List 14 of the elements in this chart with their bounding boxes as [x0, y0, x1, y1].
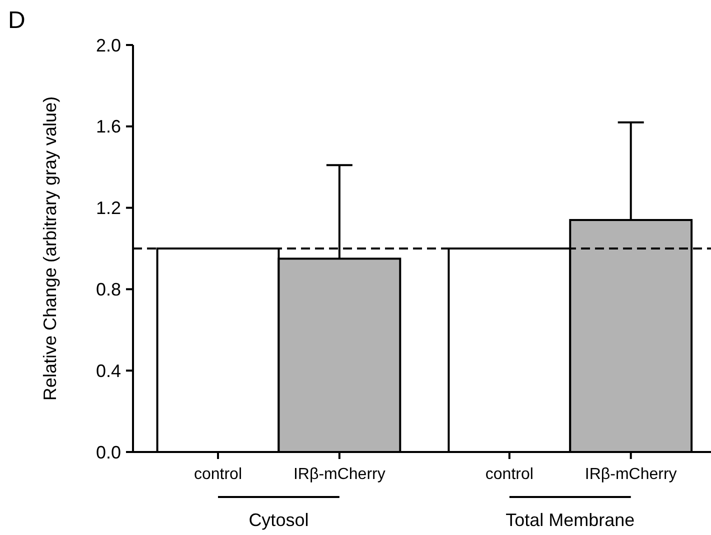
x-tick-label: control [194, 466, 242, 483]
x-tick-label: IRβ-mCherry [584, 466, 677, 483]
x-tick-label: control [485, 466, 534, 483]
y-tick-label: 0.0 [96, 442, 121, 462]
text: Cytosol [248, 510, 309, 530]
y-tick-label: 2.0 [96, 35, 121, 56]
text: Total Membrane [506, 510, 635, 530]
y-axis-title: Relative Change (arbitrary gray value) [40, 96, 60, 401]
y-tick-label: 1.2 [96, 198, 121, 218]
y-tick-label: 0.8 [96, 280, 121, 300]
chart-title: D [8, 7, 26, 34]
y-tick-label: 1.6 [96, 116, 121, 137]
y-tick-label: 0.4 [96, 360, 121, 381]
x-tick-label: IRβ-mCherry [293, 466, 386, 483]
